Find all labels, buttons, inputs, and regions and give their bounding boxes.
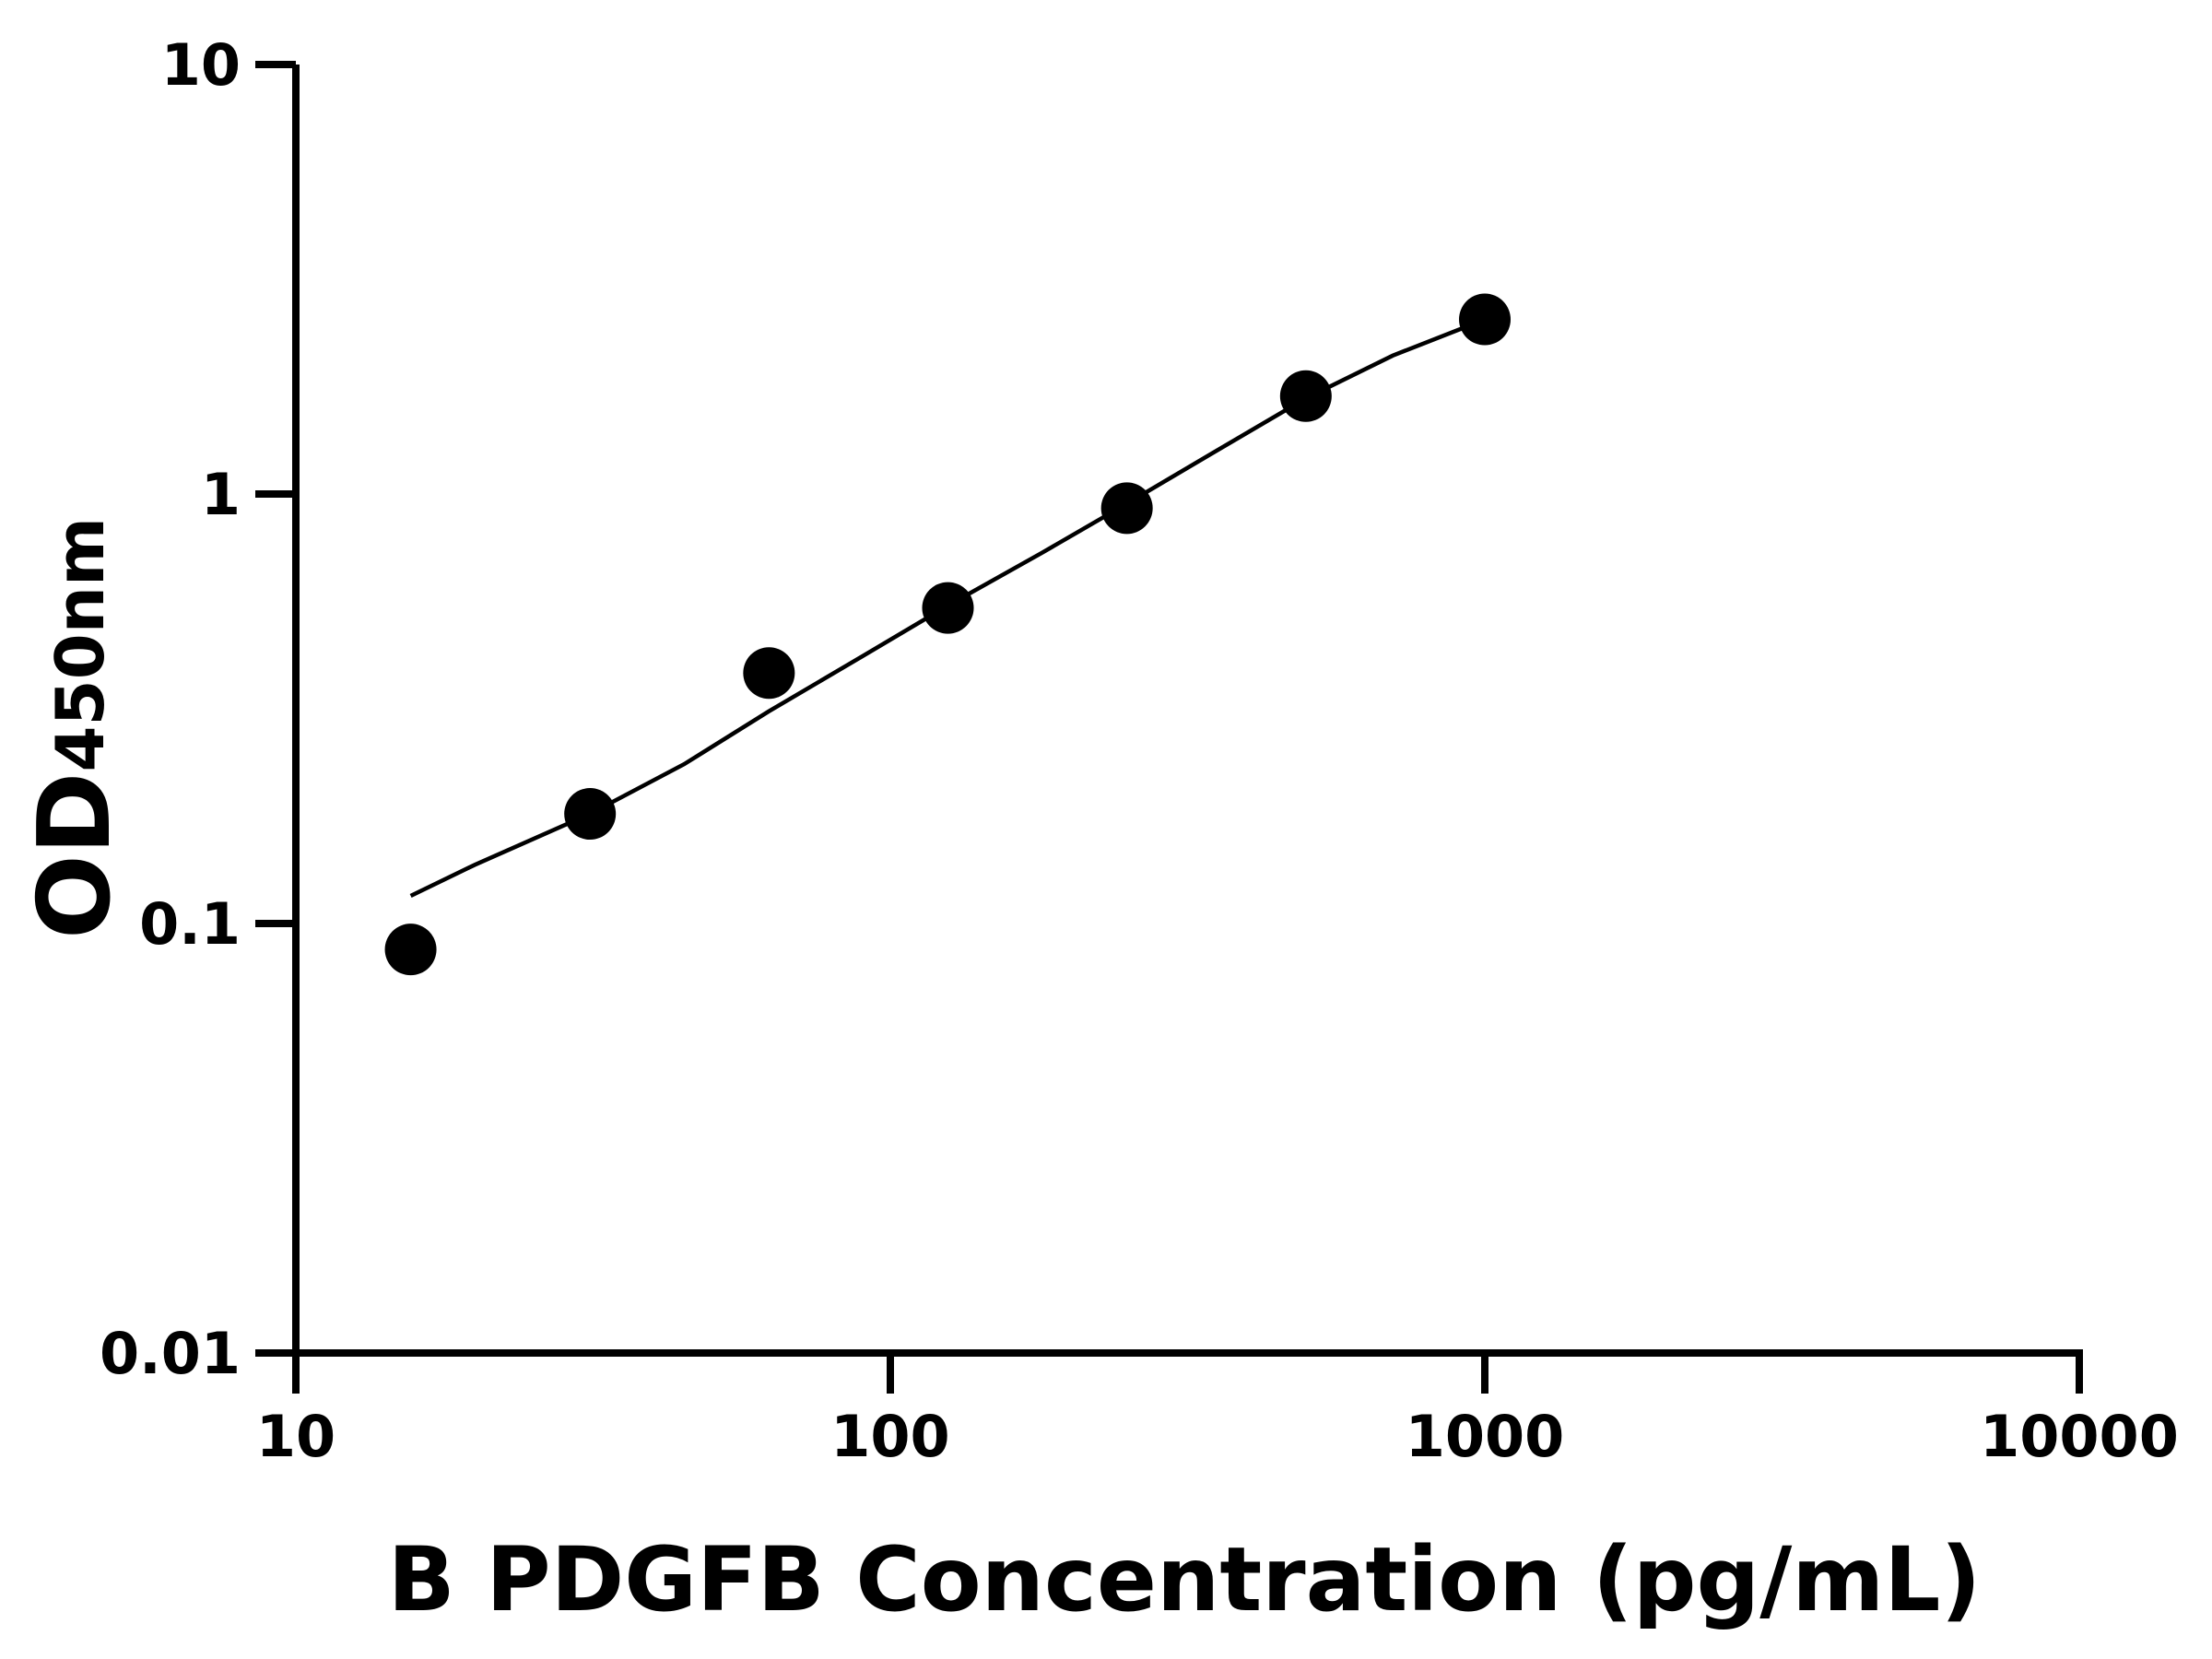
y-axis-title: OD450nm bbox=[18, 517, 133, 939]
x-tick-label: 10000 bbox=[1980, 1403, 2179, 1470]
ticks: 10 100 1000 10000 0.01 0.1 1 10 bbox=[100, 31, 2179, 1470]
data-point bbox=[922, 582, 974, 634]
y-tick-label: 1 bbox=[201, 461, 241, 528]
data-point bbox=[1279, 370, 1332, 422]
data-point bbox=[743, 647, 795, 700]
y-tick-label: 10 bbox=[161, 31, 241, 99]
x-tick-label: 1000 bbox=[1406, 1403, 1565, 1470]
data-points bbox=[384, 293, 1511, 976]
y-axis-title-main: OD bbox=[18, 772, 133, 939]
data-point bbox=[564, 788, 617, 841]
y-axis-title-sub: 450nm bbox=[41, 517, 119, 772]
x-tick-label: 100 bbox=[830, 1403, 949, 1470]
y-tick-label: 0.1 bbox=[139, 890, 241, 958]
x-tick-label: 10 bbox=[256, 1403, 335, 1470]
axes bbox=[292, 65, 2083, 1357]
y-tick-label: 0.01 bbox=[100, 1320, 241, 1387]
data-point bbox=[384, 924, 437, 976]
data-point bbox=[1100, 482, 1153, 535]
x-axis-title: B PDGFB Concentration (pg/mL) bbox=[388, 1528, 1982, 1631]
data-point bbox=[1459, 293, 1511, 346]
